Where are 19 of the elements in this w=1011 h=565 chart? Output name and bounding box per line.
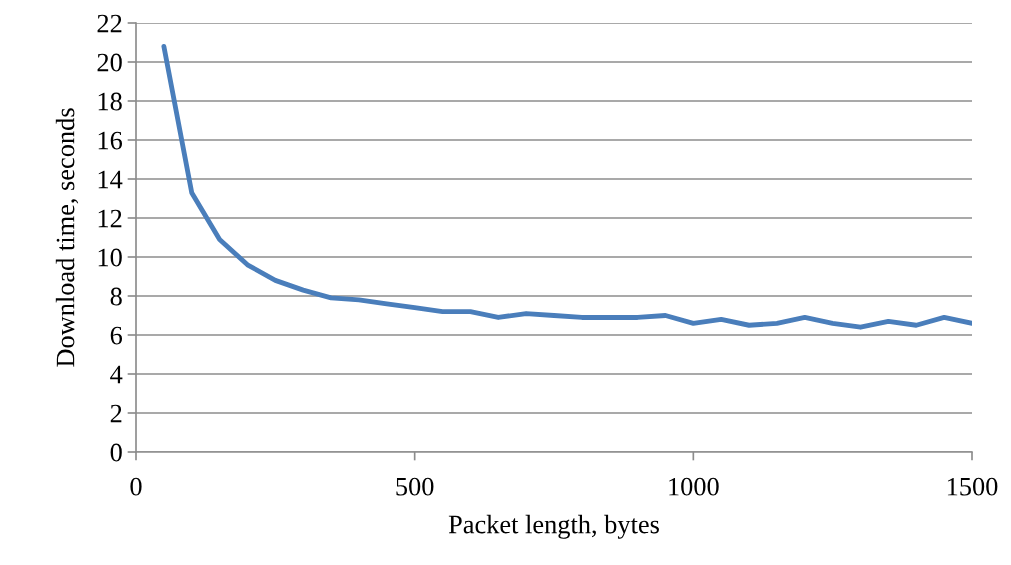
y-tick-label: 18 <box>98 92 122 111</box>
y-tick-label: 16 <box>98 131 123 150</box>
y-tick-label: 12 <box>98 209 122 228</box>
y-tick-label: 20 <box>97 53 122 72</box>
x-tick-label: 1500 <box>947 477 998 496</box>
y-tick-label: 4 <box>110 365 123 384</box>
y-axis-title: Download time, seconds <box>55 108 79 367</box>
y-tick-label: 6 <box>110 326 123 345</box>
x-axis-title: Packet length, bytes <box>448 514 659 539</box>
y-tick-label: 22 <box>97 14 122 33</box>
y-tick-label: 2 <box>110 404 122 423</box>
y-tick-label: 0 <box>110 443 122 462</box>
line-series <box>161 43 972 330</box>
y-tick-label: 14 <box>98 170 123 189</box>
y-tick-label: 8 <box>110 287 122 306</box>
x-tick-label: 0 <box>130 477 142 496</box>
x-tick-label: 500 <box>396 477 434 496</box>
y-tick-label: 10 <box>98 248 122 267</box>
x-tick-label: 1000 <box>669 477 719 496</box>
